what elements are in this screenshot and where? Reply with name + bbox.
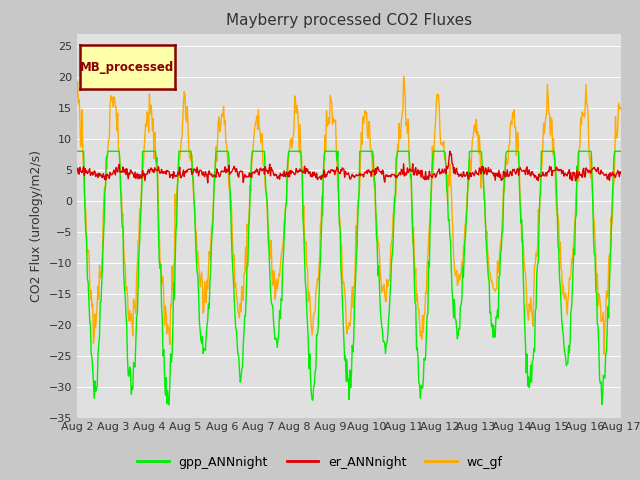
Legend: gpp_ANNnight, er_ANNnight, wc_gf: gpp_ANNnight, er_ANNnight, wc_gf [132,451,508,474]
Title: Mayberry processed CO2 Fluxes: Mayberry processed CO2 Fluxes [226,13,472,28]
Y-axis label: CO2 Flux (urology/m2/s): CO2 Flux (urology/m2/s) [30,150,43,301]
